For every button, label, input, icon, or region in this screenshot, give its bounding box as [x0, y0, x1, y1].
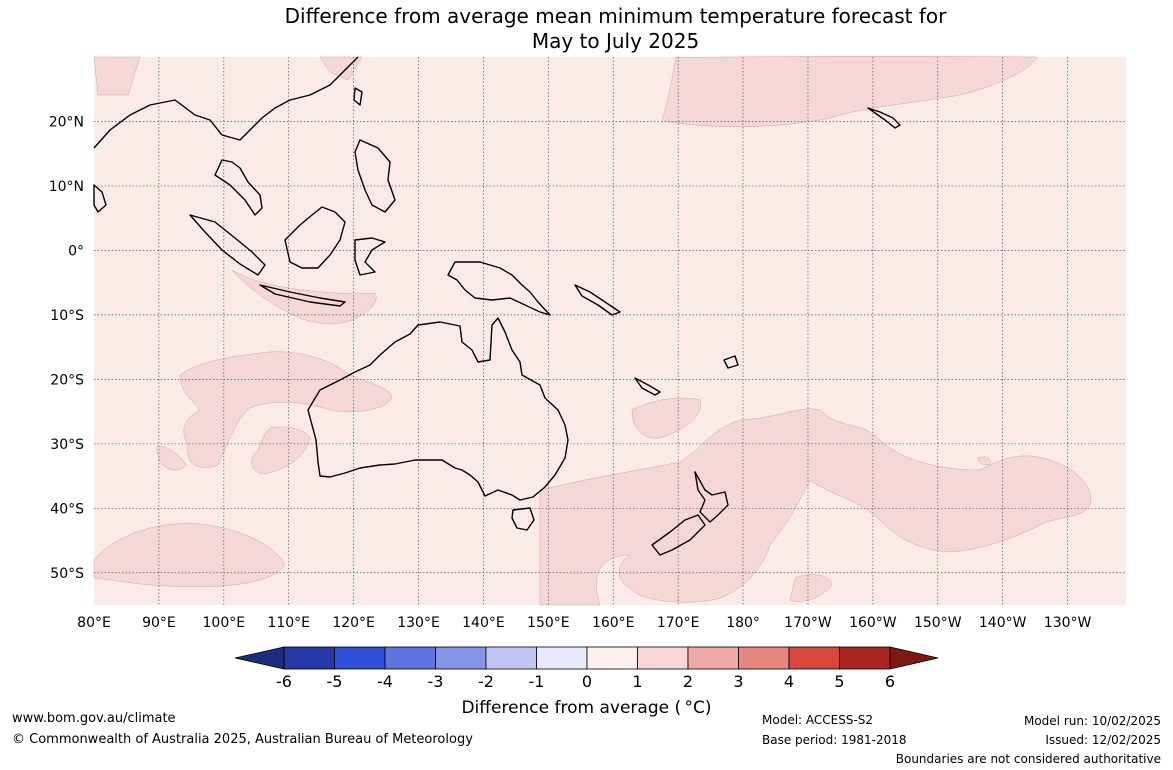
colorbar-segment	[384, 646, 436, 670]
map-title: Difference from average mean minimum tem…	[0, 4, 1173, 54]
anomaly-region-timor-sea	[231, 269, 377, 324]
issued-date: Issued: 12/02/2025	[1045, 733, 1161, 747]
latitude-tick-label: 50°S	[50, 566, 84, 582]
new-caledonia-coastline	[634, 377, 661, 396]
anomaly-region-southwest-ocean	[93, 523, 286, 588]
tasmania-coastline	[511, 507, 535, 531]
solomon-islands-coastline	[574, 284, 621, 316]
colorbar-segment	[839, 646, 891, 670]
longitude-tick-label: 160°W	[849, 615, 897, 631]
colorbar-tick-label: 5	[834, 672, 844, 691]
colorbar-tick-label: 3	[733, 672, 743, 691]
source-url: www.bom.gov.au/climate	[12, 711, 176, 726]
mainland-asia-coastline	[93, 56, 359, 216]
colorbar-segment	[536, 646, 588, 670]
new-zealand-north-coastline	[694, 471, 729, 523]
anomaly-region-sea-north	[93, 56, 141, 96]
sri-lanka-coastline	[93, 184, 107, 213]
colorbar-tick-label: 6	[885, 672, 895, 691]
title-line-2: May to July 2025	[531, 29, 700, 53]
colorbar: -6 -5 -4 -3 -2 -1 0 1 2 3 4 5 6	[234, 646, 939, 691]
colorbar-segment	[283, 646, 335, 670]
taiwan-coastline	[353, 87, 363, 106]
colorbar-tick-label: 0	[582, 672, 592, 691]
colorbar-tick-label: -3	[428, 672, 444, 691]
anomaly-region-south-pacific	[789, 574, 833, 602]
latitude-tick-label: 20°N	[49, 114, 84, 130]
colorbar-segment	[334, 646, 386, 670]
java-coastline	[259, 284, 346, 307]
anomaly-region-north-pacific	[661, 56, 1038, 127]
latitude-tick-label: 0°	[68, 243, 84, 259]
colorbar-tick-label: 2	[683, 672, 693, 691]
new-zealand-south-coastline	[651, 514, 706, 556]
longitude-tick-label: 170°E	[657, 615, 700, 631]
sulawesi-coastline	[354, 237, 386, 276]
longitude-tick-label: 150°W	[914, 615, 962, 631]
model-run-date: Model run: 10/02/2025	[1023, 714, 1161, 728]
longitude-tick-label: 130°W	[1044, 615, 1092, 631]
colorbar-tick-label: -6	[276, 672, 292, 691]
anomaly-regions	[93, 56, 1092, 606]
longitude-tick-label: 80°E	[77, 615, 111, 631]
colorbar-segment	[738, 646, 790, 670]
longitude-tick-label: 90°E	[142, 615, 176, 631]
longitude-tick-label: 160°E	[592, 615, 635, 631]
colorbar-segment	[586, 646, 638, 670]
colorbar-segment	[687, 646, 739, 670]
copyright-text: © Commonwealth of Australia 2025, Austra…	[12, 732, 473, 747]
graticule	[94, 57, 1126, 605]
latitude-tick-label: 20°S	[50, 372, 84, 388]
hawaii-coastline	[867, 107, 901, 129]
new-guinea-coastline	[447, 261, 551, 316]
anomaly-region-coral-sea	[631, 397, 702, 439]
latitude-tick-label: 30°S	[50, 437, 84, 453]
sumatra-coastline	[189, 214, 266, 276]
longitude-tick-label: 180°	[726, 615, 760, 631]
anomaly-region-small-east	[977, 456, 991, 465]
model-name: Model: ACCESS-S2	[762, 713, 874, 727]
colorbar-segment	[485, 646, 537, 670]
colorbar-tick-label: -1	[529, 672, 545, 691]
axis-labels: 80°E 90°E 100°E 110°E 120°E 130°E 140°E 150°E 16…	[49, 114, 1092, 631]
latitude-tick-label: 10°S	[50, 308, 84, 324]
anomaly-region-tasman-pacific	[539, 408, 1092, 606]
latitude-tick-label: 40°S	[50, 501, 84, 517]
colorbar-tick-label: -4	[377, 672, 393, 691]
colorbar-segment	[788, 646, 840, 670]
longitude-tick-label: 120°E	[332, 615, 375, 631]
longitude-tick-label: 140°W	[979, 615, 1027, 631]
longitude-tick-label: 150°E	[527, 615, 570, 631]
base-period: Base period: 1981-2018	[762, 733, 907, 747]
colorbar-tick-label: -5	[327, 672, 343, 691]
colorbar-segment	[435, 646, 487, 670]
borneo-coastline	[284, 206, 346, 269]
colorbar-title: Difference from average ( °C)	[461, 698, 712, 718]
colorbar-min-arrow	[234, 646, 285, 670]
coastlines	[93, 56, 901, 556]
boundaries-disclaimer: Boundaries are not considered authoritat…	[895, 752, 1161, 766]
latitude-tick-label: 10°N	[49, 179, 84, 195]
colorbar-tick-label: 4	[784, 672, 794, 691]
fiji-coastline	[723, 355, 739, 369]
colorbar-max-arrow	[889, 646, 939, 670]
longitude-tick-label: 100°E	[203, 615, 246, 631]
title-line-1: Difference from average mean minimum tem…	[284, 4, 947, 28]
philippines-coastline	[354, 139, 396, 213]
australia-coastline	[307, 317, 569, 501]
anomaly-region-west-australia-coast	[251, 426, 311, 475]
longitude-tick-label: 130°E	[397, 615, 440, 631]
longitude-tick-label: 110°E	[267, 615, 310, 631]
colorbar-tick-label: -2	[478, 672, 494, 691]
longitude-tick-label: 170°W	[784, 615, 832, 631]
colorbar-tick-label: 1	[632, 672, 642, 691]
longitude-tick-label: 140°E	[462, 615, 505, 631]
colorbar-segment	[637, 646, 689, 670]
anomaly-region-small-west	[155, 446, 187, 471]
